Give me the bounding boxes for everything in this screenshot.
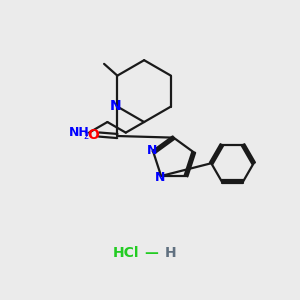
Text: 2: 2	[83, 132, 89, 141]
Text: H: H	[165, 246, 176, 260]
Text: N: N	[154, 171, 165, 184]
Text: N: N	[147, 144, 157, 157]
Text: HCl: HCl	[113, 246, 140, 260]
Text: NH: NH	[69, 126, 90, 139]
Text: O: O	[87, 128, 99, 142]
Text: —: —	[145, 246, 158, 260]
Text: N: N	[110, 99, 122, 113]
